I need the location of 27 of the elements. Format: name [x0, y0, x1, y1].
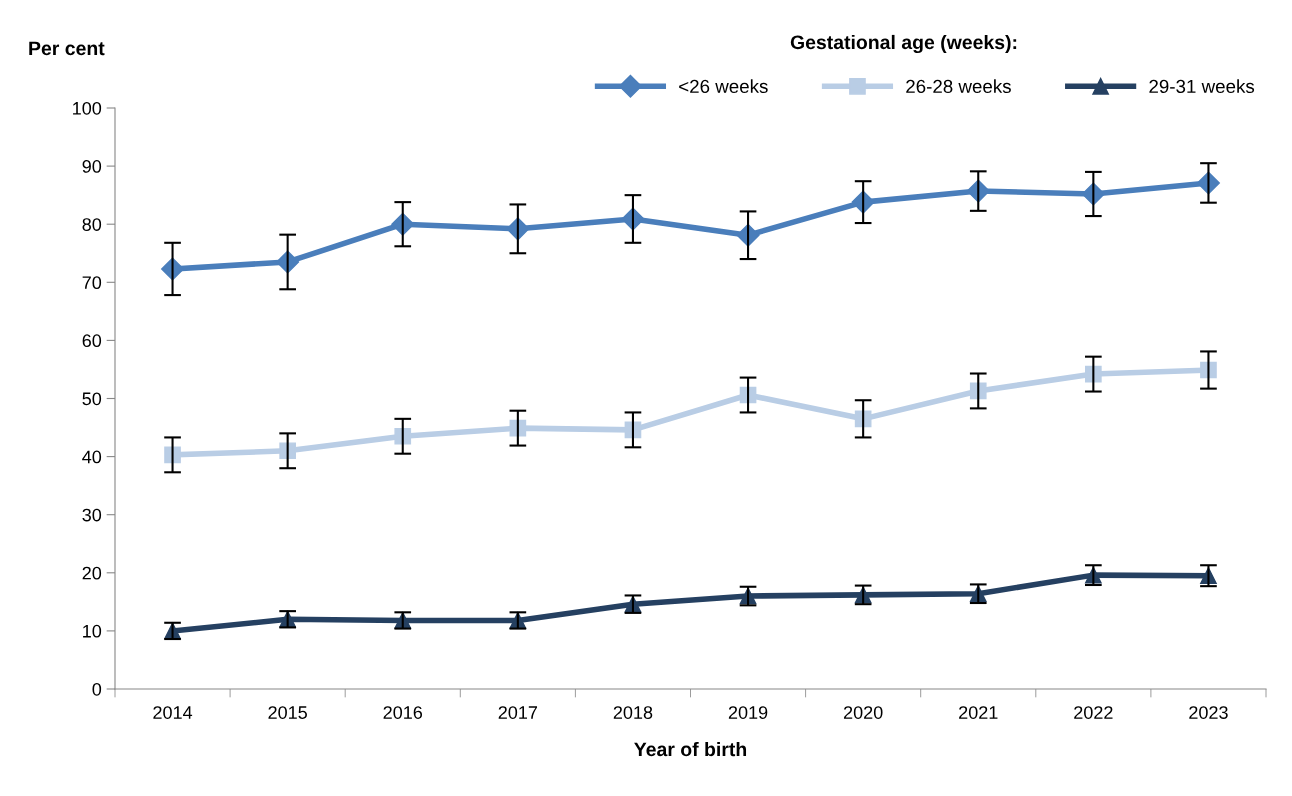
- legend-label: 29-31 weeks: [1149, 79, 1255, 94]
- x-tick-label: 2015: [268, 706, 307, 719]
- y-tick-label: 100: [73, 101, 102, 115]
- y-tick-label: 0: [92, 682, 102, 696]
- x-tick-label: 2014: [153, 706, 193, 719]
- y-tick-label: 90: [82, 160, 102, 173]
- y-tick-label: 10: [83, 624, 102, 638]
- y-tick-label: 80: [82, 218, 102, 231]
- x-tick-label: 2016: [383, 706, 423, 719]
- y-tick-label: 30: [82, 508, 102, 522]
- x-tick-label: 2020: [843, 706, 883, 719]
- legend-label: 26-28 weeks: [906, 79, 1011, 94]
- x-tick-label: 2018: [613, 706, 653, 719]
- x-tick-label: 2022: [1074, 706, 1113, 719]
- legend-label: <26 weeks: [679, 79, 768, 94]
- y-tick-label: 60: [82, 334, 102, 348]
- x-tick-label: 2023: [1189, 706, 1228, 719]
- y-axis-title: Per cent: [29, 41, 105, 56]
- y-tick-label: 40: [82, 450, 102, 464]
- y-tick-label: 50: [82, 392, 102, 406]
- x-axis-title: Year of birth: [634, 741, 747, 757]
- y-tick-label: 70: [82, 276, 102, 290]
- y-tick-label: 20: [82, 566, 102, 580]
- x-tick-label: 2021: [959, 706, 998, 719]
- x-tick-label: 2019: [728, 706, 768, 719]
- x-tick-label: 2017: [498, 706, 538, 719]
- legend-title: Gestational age (weeks):: [790, 34, 1017, 54]
